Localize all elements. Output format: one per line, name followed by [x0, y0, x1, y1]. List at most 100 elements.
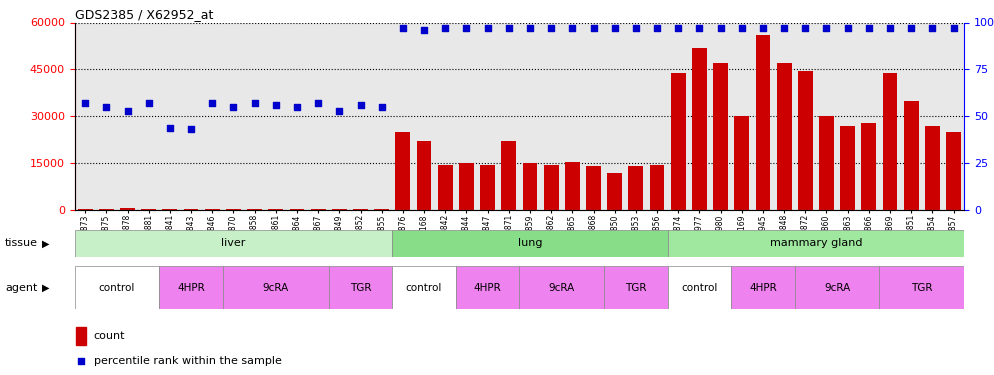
Point [480, 25, 496, 31]
Bar [248, 209, 262, 210]
Bar [628, 166, 643, 210]
Text: agent: agent [5, 283, 38, 293]
Bar [268, 209, 283, 210]
Text: mammary gland: mammary gland [769, 238, 862, 248]
Bar [819, 116, 834, 210]
Bar [141, 209, 156, 210]
Bar [713, 63, 728, 210]
Text: 4HPR: 4HPR [474, 283, 501, 293]
Point [945, 25, 961, 31]
Point [904, 25, 919, 31]
Point [713, 25, 729, 31]
Bar [650, 165, 664, 210]
Bar [904, 100, 918, 210]
Bar [692, 48, 707, 210]
Point [353, 102, 369, 108]
Bar [332, 209, 347, 210]
Bar [75, 266, 159, 309]
Bar [480, 165, 495, 210]
Bar [459, 163, 474, 210]
Bar [735, 116, 749, 210]
Bar [226, 209, 241, 210]
Bar [75, 230, 393, 257]
Bar [604, 266, 668, 309]
Bar [565, 162, 580, 210]
Point [400, 246, 415, 252]
Bar [437, 165, 452, 210]
Point [437, 25, 453, 31]
Bar [501, 141, 516, 210]
Text: control: control [406, 283, 442, 293]
Point [861, 25, 877, 31]
Point [543, 25, 559, 31]
Point [247, 100, 262, 106]
Point [840, 25, 856, 31]
Bar [544, 165, 559, 210]
Bar [456, 266, 520, 309]
Text: 4HPR: 4HPR [749, 283, 777, 293]
Text: TGR: TGR [911, 283, 932, 293]
Bar [668, 266, 732, 309]
Point [734, 25, 749, 31]
Bar [880, 266, 964, 309]
Bar [776, 63, 791, 210]
Bar [289, 209, 304, 210]
Point [649, 25, 665, 31]
Bar [946, 132, 961, 210]
Point [226, 104, 242, 110]
Bar [840, 126, 855, 210]
Bar [586, 166, 601, 210]
Bar [120, 208, 135, 210]
Text: TGR: TGR [350, 283, 371, 293]
Point [585, 25, 601, 31]
Bar [523, 163, 538, 210]
Bar [795, 266, 880, 309]
Text: ▶: ▶ [42, 238, 50, 248]
Point [289, 104, 305, 110]
Bar [519, 266, 604, 309]
Text: 9cRA: 9cRA [549, 283, 575, 293]
Bar [883, 72, 898, 210]
Bar [311, 209, 326, 210]
Text: control: control [681, 283, 718, 293]
Text: 4HPR: 4HPR [177, 283, 205, 293]
Bar [353, 209, 368, 210]
Point [501, 25, 517, 31]
Point [522, 25, 538, 31]
Point [78, 100, 93, 106]
Point [374, 104, 390, 110]
Bar [393, 230, 668, 257]
Point [331, 108, 347, 114]
Bar [862, 123, 877, 210]
Text: TGR: TGR [625, 283, 647, 293]
Point [606, 25, 622, 31]
Point [416, 27, 432, 33]
Point [882, 25, 898, 31]
Bar [99, 209, 113, 210]
Bar [393, 266, 456, 309]
Bar [416, 141, 431, 210]
Point [628, 25, 644, 31]
Bar [184, 209, 199, 210]
Point [119, 108, 135, 114]
Point [818, 25, 834, 31]
Text: GDS2385 / X62952_at: GDS2385 / X62952_at [75, 8, 213, 21]
Point [183, 126, 199, 132]
Text: ▶: ▶ [42, 283, 50, 293]
Bar [668, 230, 964, 257]
Bar [375, 209, 389, 210]
Bar [732, 266, 795, 309]
Bar [159, 266, 223, 309]
Bar [205, 209, 220, 210]
Bar [798, 71, 813, 210]
Point [776, 25, 792, 31]
Point [98, 104, 114, 110]
Bar [329, 266, 393, 309]
Bar [755, 35, 770, 210]
Bar [78, 209, 92, 210]
Text: liver: liver [222, 238, 246, 248]
Bar [396, 132, 411, 210]
Bar [77, 327, 86, 345]
Point [458, 25, 474, 31]
Text: count: count [93, 331, 125, 341]
